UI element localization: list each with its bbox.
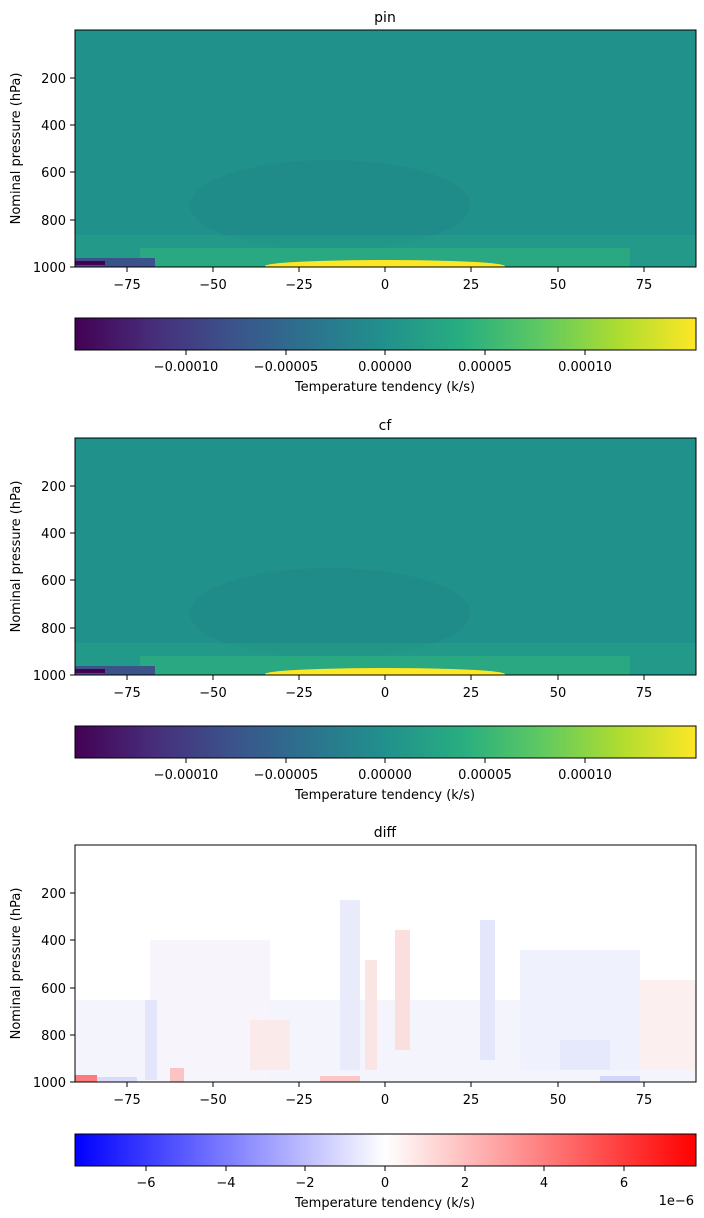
x-tick-label: 75 [636,686,653,701]
colorbar: −0.00010 −0.00005 0.00000 0.00005 0.0001… [74,317,697,395]
x-tick-label: 25 [463,278,480,293]
x-tick-label: −25 [285,686,312,701]
x-tick-label: −50 [199,1093,226,1108]
colorbar-gradient [74,317,697,351]
colorbar-gradient [74,725,697,759]
y-tick-label: 600 [41,982,66,997]
x-tick-label: −25 [285,1093,312,1108]
x-ticks: −75 −50 −25 0 25 50 75 [113,1082,652,1108]
y-tick-label: 200 [41,72,66,87]
colorbar-tick-label: −2 [295,1176,314,1191]
x-tick-label: 0 [381,1093,389,1108]
y-tick-label: 600 [41,574,66,589]
x-tick-label: −75 [113,686,140,701]
x-tick-label: 50 [550,278,567,293]
y-axis-label: Nominal pressure (hPa) [9,888,24,1040]
panel-diff: diff Nominal pressure (hPa [9,825,697,1211]
heatmap-field [75,438,696,675]
y-tick-label: 200 [41,480,66,495]
colorbar-offset-text: 1e−6 [659,1194,694,1209]
heatmap-field [75,845,696,1082]
colorbar-tick-label: −0.00005 [254,768,319,783]
colorbar-label: Temperature tendency (k/s) [294,380,475,395]
x-tick-label: 0 [381,686,389,701]
x-tick-label: −25 [285,278,312,293]
colorbar: −0.00010 −0.00005 0.00000 0.00005 0.0001… [74,725,697,803]
colorbar-tick-label: 0.00000 [358,768,412,783]
colorbar-gradient [74,1133,697,1167]
x-tick-label: 25 [463,1093,480,1108]
colorbar-tick-label: −0.00010 [154,768,219,783]
y-tick-label: 200 [41,887,66,902]
heatmap-field [75,30,696,267]
x-ticks: −75 −50 −25 0 25 50 75 [113,267,652,293]
y-tick-label: 1000 [33,669,66,684]
colorbar-label: Temperature tendency (k/s) [294,1196,475,1211]
colorbar-tick-label: −0.00005 [254,360,319,375]
colorbar-tick-label: 0.00005 [458,360,512,375]
colorbar-tick-label: 6 [620,1176,628,1191]
x-tick-label: −75 [113,278,140,293]
x-tick-label: 75 [636,1093,653,1108]
colorbar-label: Temperature tendency (k/s) [294,788,475,803]
colorbar-tick-label: 0.00005 [458,768,512,783]
y-tick-label: 800 [41,1029,66,1044]
colorbar-tick-label: 4 [540,1176,548,1191]
panel-title: cf [379,418,393,434]
x-tick-label: 25 [463,686,480,701]
y-ticks: 200 400 600 800 1000 [33,72,75,276]
colorbar-tick-label: 0.00010 [558,768,612,783]
y-tick-label: 600 [41,166,66,181]
colorbar-tick-label: 2 [461,1176,469,1191]
x-tick-label: 0 [381,278,389,293]
x-tick-label: −50 [199,686,226,701]
colorbar-tick-label: 0.00000 [358,360,412,375]
y-ticks: 200 400 600 800 1000 [33,480,75,684]
y-ticks: 200 400 600 800 1000 [33,887,75,1091]
x-tick-label: −50 [199,278,226,293]
panel-cf: cf Nominal pressure (hPa) 200 400 600 80… [9,418,697,803]
colorbar: −6 −4 −2 0 2 4 6 Temperature tendency (k… [74,1133,697,1211]
y-tick-label: 400 [41,527,66,542]
colorbar-tick-label: −0.00010 [154,360,219,375]
y-tick-label: 1000 [33,1076,66,1091]
x-tick-label: 50 [550,686,567,701]
y-tick-label: 800 [41,214,66,229]
y-tick-label: 1000 [33,261,66,276]
y-tick-label: 400 [41,119,66,134]
x-ticks: −75 −50 −25 0 25 50 75 [113,675,652,701]
panel-title: pin [374,10,396,26]
y-tick-label: 800 [41,622,66,637]
colorbar-tick-label: 0.00010 [558,360,612,375]
colorbar-tick-label: 0 [381,1176,389,1191]
x-tick-label: −75 [113,1093,140,1108]
x-tick-label: 75 [636,278,653,293]
y-axis-label: Nominal pressure (hPa) [9,481,24,633]
panel-title: diff [374,825,397,841]
y-tick-label: 400 [41,934,66,949]
colorbar-tick-label: −4 [216,1176,235,1191]
panel-pin: pin Nominal pressure (hPa) 200 400 600 8… [9,10,697,395]
colorbar-tick-label: −6 [136,1176,155,1191]
y-axis-label: Nominal pressure (hPa) [9,73,24,225]
x-tick-label: 50 [550,1093,567,1108]
